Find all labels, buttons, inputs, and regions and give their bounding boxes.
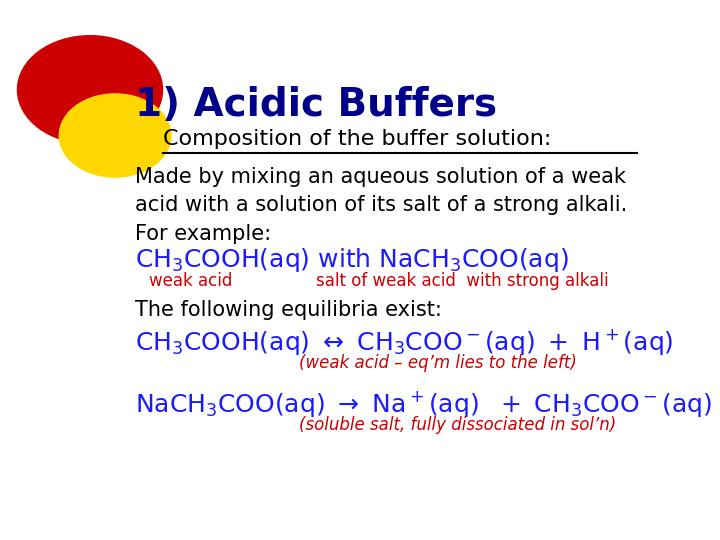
Text: (weak acid – eq’m lies to the left): (weak acid – eq’m lies to the left) <box>300 354 577 372</box>
Text: Made by mixing an aqueous solution of a weak
acid with a solution of its salt of: Made by mixing an aqueous solution of a … <box>135 167 627 244</box>
Text: $\mathregular{CH_3COOH(aq)\ with\ NaCH_3COO(aq)}$: $\mathregular{CH_3COOH(aq)\ with\ NaCH_3… <box>135 246 568 274</box>
Text: weak acid: weak acid <box>148 272 232 290</box>
Text: (soluble salt, fully dissociated in sol’n): (soluble salt, fully dissociated in sol’… <box>300 416 616 434</box>
Text: $\mathregular{CH_3COOH(aq)\ \leftrightarrow\ CH_3COO^-(aq)\ +\ H^+(aq)}$: $\mathregular{CH_3COOH(aq)\ \leftrightar… <box>135 327 673 357</box>
Circle shape <box>17 36 163 144</box>
Text: Composition of the buffer solution:: Composition of the buffer solution: <box>163 129 551 149</box>
Text: $\mathregular{NaCH_3COO(aq)\ \rightarrow\ Na^+(aq)\ \ +\ CH_3COO^-(aq)}$: $\mathregular{NaCH_3COO(aq)\ \rightarrow… <box>135 389 712 419</box>
Circle shape <box>59 94 171 177</box>
Text: 1) Acidic Buffers: 1) Acidic Buffers <box>135 85 497 124</box>
Text: The following equilibria exist:: The following equilibria exist: <box>135 300 441 320</box>
Text: salt of weak acid  with strong alkali: salt of weak acid with strong alkali <box>316 272 608 290</box>
